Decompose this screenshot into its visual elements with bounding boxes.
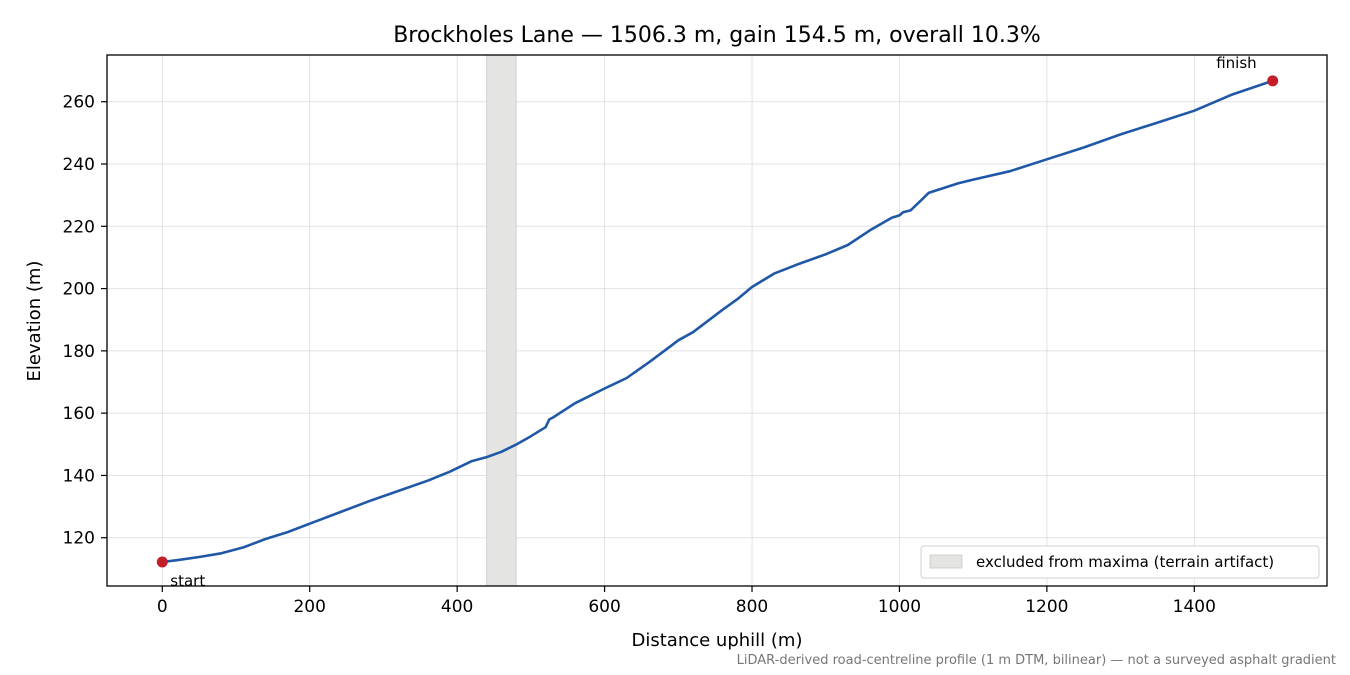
legend: excluded from maxima (terrain artifact)	[920, 545, 1320, 579]
x-tick-label: 1000	[878, 597, 921, 617]
y-axis-ticks: 120 140 160 180 200 220 240 260	[63, 93, 107, 549]
x-tick-label: 1400	[1173, 597, 1216, 617]
plot-frame	[106, 54, 1328, 587]
y-tick-label: 220	[63, 217, 95, 237]
grid	[107, 55, 1327, 586]
x-tick-label: 800	[736, 597, 768, 617]
start-label: start	[170, 572, 205, 590]
chart-title: Brockholes Lane — 1506.3 m, gain 154.5 m…	[393, 23, 1041, 48]
y-tick-label: 200	[63, 280, 95, 300]
footnote: LiDAR-derived road-centreline profile (1…	[737, 653, 1336, 668]
x-axis-label: Distance uphill (m)	[632, 630, 803, 651]
finish-marker	[1267, 75, 1279, 87]
legend-swatch	[929, 554, 963, 569]
x-tick-label: 1200	[1025, 597, 1068, 617]
legend-box	[920, 545, 1320, 579]
y-tick-label: 160	[63, 404, 95, 424]
legend-label: excluded from maxima (terrain artifact)	[976, 553, 1274, 571]
y-axis-label: Elevation (m)	[24, 261, 45, 382]
finish-label: finish	[1216, 54, 1256, 72]
x-axis-ticks: 0 200 400 600 800 1000 1200 1400	[157, 586, 1216, 617]
x-tick-label: 0	[157, 597, 168, 617]
y-tick-label: 240	[63, 155, 95, 175]
elevation-series-line	[162, 79, 1274, 564]
y-tick-label: 180	[63, 342, 95, 362]
y-tick-label: 260	[63, 93, 95, 113]
excluded-region-band	[486, 54, 517, 587]
x-tick-label: 400	[441, 597, 473, 617]
y-tick-label: 140	[63, 466, 95, 486]
start-marker	[156, 556, 168, 568]
x-tick-label: 200	[293, 597, 325, 617]
x-tick-label: 600	[588, 597, 620, 617]
y-tick-label: 120	[63, 529, 95, 549]
